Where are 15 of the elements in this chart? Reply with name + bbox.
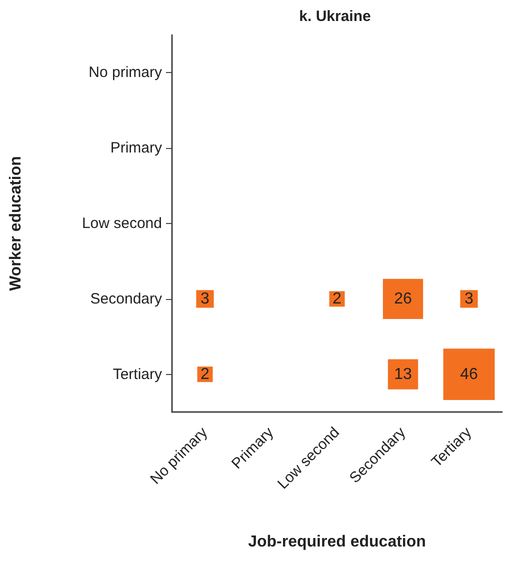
data-label: 3: [464, 290, 474, 308]
y-tick-label: Tertiary: [112, 366, 162, 383]
y-tick-label: Secondary: [90, 290, 162, 308]
data-label: 2: [200, 366, 210, 383]
y-axis-title: Worker education: [8, 156, 24, 291]
data-label: 13: [394, 366, 412, 383]
data-label: 26: [394, 290, 412, 308]
chart-title: k. Ukraine: [299, 8, 371, 25]
x-axis-title: Job-required education: [248, 534, 426, 550]
data-label: 2: [332, 290, 342, 308]
y-tick-label: Primary: [110, 140, 162, 157]
y-tick-label: Low second: [82, 215, 162, 232]
y-tick-label: No primary: [88, 64, 162, 82]
data-label: 3: [200, 290, 210, 308]
data-label: 46: [460, 366, 478, 383]
